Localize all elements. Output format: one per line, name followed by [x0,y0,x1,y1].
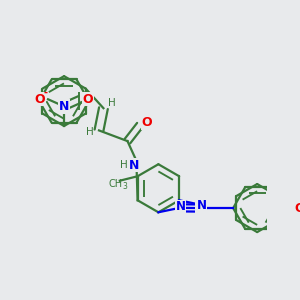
Text: 3: 3 [123,182,128,190]
Text: O: O [35,93,45,106]
Text: N: N [196,199,206,212]
Text: O: O [142,116,152,129]
Text: -: - [44,88,47,98]
Text: O: O [83,93,93,106]
Text: CH: CH [108,179,122,189]
Text: N: N [59,100,69,113]
Text: H: H [120,160,128,170]
Text: H: H [108,98,115,108]
Text: O: O [295,202,300,214]
Text: N: N [128,159,139,172]
Text: N: N [195,202,205,214]
Text: N: N [176,200,186,213]
Text: H: H [86,127,94,137]
